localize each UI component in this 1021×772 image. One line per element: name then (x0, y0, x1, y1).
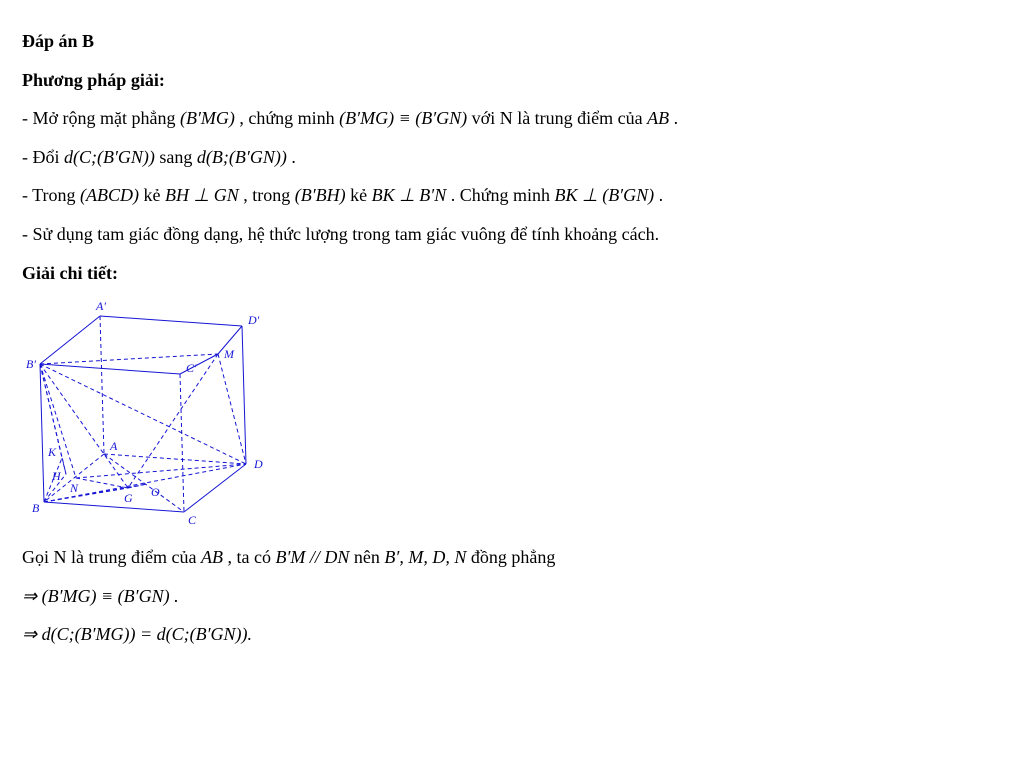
math: BK ⊥ B′N (372, 185, 447, 205)
math: BH ⊥ GN (165, 185, 239, 205)
method-header: Phương pháp giải: (22, 65, 999, 96)
text: . (674, 108, 679, 128)
math: B′M // DN (275, 547, 349, 567)
svg-text:D: D (253, 457, 263, 471)
svg-text:C′: C′ (186, 361, 197, 375)
math: (B′MG) ≡ (B′GN) (339, 108, 467, 128)
svg-text:K: K (47, 445, 57, 459)
text: đồng phẳng (471, 547, 556, 567)
svg-text:H: H (51, 469, 62, 483)
text: - Mở rộng mặt phẳng (22, 108, 180, 128)
cube-diagram: A′ D′ B′ C′ M A D B C O G NHK (22, 298, 282, 528)
text: kẻ (144, 185, 166, 205)
svg-text:B′: B′ (26, 357, 36, 371)
text: , ta có (227, 547, 275, 567)
text: với N là trung điểm của (472, 108, 647, 128)
text: nên (354, 547, 385, 567)
answer-label: Đáp án B (22, 26, 999, 57)
text: sang (159, 147, 197, 167)
svg-text:A′: A′ (95, 299, 106, 313)
text: kẻ (350, 185, 372, 205)
svg-text:M: M (223, 347, 235, 361)
math: (B′MG) (180, 108, 235, 128)
detail-1: Gọi N là trung điểm của AB , ta có B′M /… (22, 542, 999, 573)
step-3: - Trong (ABCD) kẻ BH ⊥ GN , trong (B′BH)… (22, 180, 999, 211)
math: AB (647, 108, 669, 128)
detail-header: Giải chi tiết: (22, 258, 999, 289)
step-4: - Sử dụng tam giác đồng dạng, hệ thức lư… (22, 219, 999, 250)
text: , chứng minh (239, 108, 339, 128)
detail-2: ⇒ (B′MG) ≡ (B′GN) . (22, 581, 999, 612)
step-1: - Mở rộng mặt phẳng (B′MG) , chứng minh … (22, 103, 999, 134)
math: d(C;(B′GN)) (64, 147, 155, 167)
text: Gọi N là trung điểm của (22, 547, 201, 567)
step-2: - Đổi d(C;(B′GN)) sang d(B;(B′GN)) . (22, 142, 999, 173)
text: , trong (243, 185, 295, 205)
math: AB (201, 547, 223, 567)
math: BK ⊥ (B′GN) (555, 185, 655, 205)
svg-text:A: A (109, 439, 118, 453)
svg-text:C: C (188, 513, 197, 527)
math: B′, M, D, N (384, 547, 466, 567)
svg-text:N: N (69, 481, 79, 495)
math: (ABCD) (80, 185, 139, 205)
svg-text:B: B (32, 501, 40, 515)
math: d(B;(B′GN)) (197, 147, 287, 167)
text: . (291, 147, 296, 167)
text: . Chứng minh (451, 185, 555, 205)
text: . (659, 185, 664, 205)
svg-text:D′: D′ (247, 313, 260, 327)
detail-3: ⇒ d(C;(B′MG)) = d(C;(B′GN)). (22, 619, 999, 650)
text: - Trong (22, 185, 80, 205)
svg-text:O: O (151, 485, 160, 499)
svg-text:G: G (124, 491, 133, 505)
text: - Đổi (22, 147, 64, 167)
math: (B′BH) (295, 185, 346, 205)
